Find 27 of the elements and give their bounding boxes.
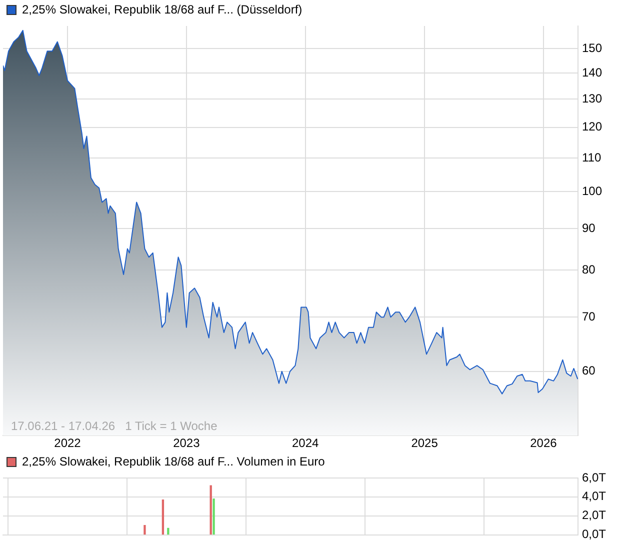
- bar: [144, 525, 146, 535]
- legend-label: 2,25% Slowakei, Republik 18/68 auf F... Volumen in Euro: [22, 454, 326, 468]
- y-tick-label: 80: [582, 262, 596, 276]
- y-tick-label: 0,0T: [582, 527, 607, 542]
- bar: [210, 485, 212, 535]
- x-tick-label: 2023: [173, 436, 200, 450]
- y-tick-label: 2,0T: [582, 508, 607, 522]
- y-tick-label: 130: [582, 91, 602, 106]
- legend-label: 2,25% Slowakei, Republik 18/68 auf F... (Düsseldorf): [22, 2, 302, 16]
- y-tick-label: 150: [582, 41, 602, 56]
- y-tick-label: 110: [582, 150, 602, 164]
- y-tick-label: 4,0T: [582, 489, 607, 504]
- x-tick-label: 2025: [411, 436, 438, 450]
- x-tick-label: 2024: [292, 436, 319, 450]
- annotation: 17.06.21 - 17.04.26 1 Tick = 1 Woche: [11, 418, 218, 433]
- x-tick-label: 2026: [530, 436, 558, 450]
- y-tick-label: 60: [582, 364, 596, 378]
- y-tick-label: 140: [582, 65, 602, 80]
- y-tick-label: 70: [582, 309, 596, 324]
- y-tick-label: 100: [582, 184, 602, 198]
- bar: [162, 499, 164, 535]
- y-tick-label: 120: [582, 120, 602, 134]
- y-tick-label: 6,0T: [582, 470, 607, 484]
- x-tick-label: 2022: [54, 436, 82, 450]
- bar: [167, 528, 170, 535]
- y-tick-label: 90: [582, 220, 596, 235]
- bar: [212, 498, 215, 535]
